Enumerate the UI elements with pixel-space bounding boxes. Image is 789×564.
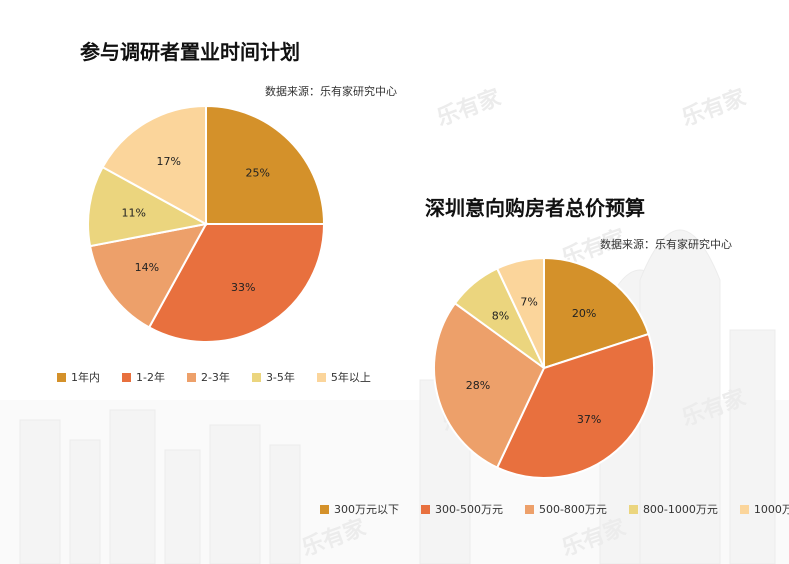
chart-1-data-label: 14% <box>135 261 159 274</box>
chart-1-data-label: 33% <box>231 281 255 294</box>
chart-2-legend-item: 800-1000万元 <box>628 501 718 517</box>
chart-1-legend-swatch <box>57 372 66 382</box>
chart-1-legend: 1年内 1-2年 2-3年 3-5年 5年以上 <box>57 369 393 385</box>
chart-1-legend-swatch <box>122 372 131 382</box>
chart-1-slice <box>88 222 208 329</box>
chart-1-slice <box>101 104 207 226</box>
chart-1-slice <box>147 223 326 343</box>
chart-1-legend-swatch <box>186 372 196 382</box>
chart-1-legend-item: 1-2年 <box>122 369 165 385</box>
chart-2-legend-item: 300-500万元 <box>421 501 503 517</box>
chart-2-legend-label: 500-800万元 <box>538 503 607 516</box>
chart-1-legend-label: 1年内 <box>71 371 100 384</box>
chart-2-pie: 20% 37% 28% 8% 7% <box>433 256 655 479</box>
chart-1-legend-item: 5年以上 <box>316 369 371 385</box>
chart-1-legend-item: 1年内 <box>57 369 100 385</box>
chart-1-data-label: 25% <box>246 166 270 179</box>
chart-2-legend-swatch <box>628 504 638 514</box>
chart-1-legend-label: 5年以上 <box>330 371 371 384</box>
chart-1-legend-swatch <box>316 372 326 382</box>
chart-1-title: 参与调研者置业时间计划 <box>80 40 300 64</box>
chart-2-data-label: 28% <box>466 379 490 392</box>
chart-1-legend-label: 3-5年 <box>265 371 295 384</box>
chart-1-data-label: 17% <box>157 155 181 168</box>
chart-2-legend-label: 1000万以上 <box>753 503 789 516</box>
chart-2-legend-swatch <box>421 504 430 514</box>
chart-1-legend-label: 1-2年 <box>136 371 165 384</box>
chart-1-slice <box>205 104 326 225</box>
chart-2-slice <box>495 332 655 479</box>
chart-2-slice <box>433 301 546 469</box>
chart-1-legend-item: 2-3年 <box>186 369 230 385</box>
chart-2-legend-item: 1000万以上 <box>739 501 789 517</box>
chart-1-legend-swatch <box>251 372 261 382</box>
chart-1-slice <box>87 165 209 248</box>
chart-2-title: 深圳意向购房者总价预算 <box>425 196 645 220</box>
chart-2-data-label: 20% <box>572 307 596 320</box>
chart-2-data-label: 7% <box>520 295 537 308</box>
chart-2-legend-swatch <box>320 504 329 514</box>
chart-2-legend-swatch <box>524 504 534 514</box>
chart-2-slice <box>543 256 650 370</box>
chart-2-source: 数据来源：乐有家研究中心 <box>600 238 732 251</box>
chart-1-pie: 25% 33% 14% 11% 17% <box>87 104 326 343</box>
chart-2-legend-item: 300万元以下 <box>320 501 399 517</box>
chart-2-slice <box>495 256 545 369</box>
chart-1-source: 数据来源：乐有家研究中心 <box>265 85 397 98</box>
chart-2-data-label: 37% <box>577 413 601 426</box>
chart-2-data-label: 8% <box>492 309 509 322</box>
chart-2-legend: 300万元以下 300-500万元 500-800万元 800-1000万元 1000万… <box>320 501 789 517</box>
chart-2-legend-label: 800-1000万元 <box>642 503 718 516</box>
chart-1-legend-item: 3-5年 <box>251 369 295 385</box>
chart-2-legend-label: 300-500万元 <box>435 503 503 516</box>
chart-2-legend-item: 500-800万元 <box>524 501 607 517</box>
chart-1-data-label: 11% <box>122 207 146 220</box>
chart-2-legend-label: 300万元以下 <box>334 503 399 516</box>
chart-2-legend-swatch <box>739 504 749 514</box>
chart-1-legend-label: 2-3年 <box>200 371 230 384</box>
